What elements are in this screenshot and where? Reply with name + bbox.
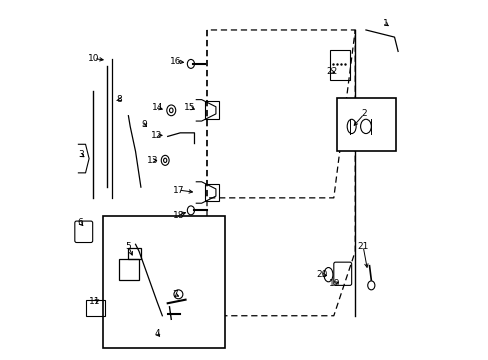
Text: 7: 7 [172,290,177,299]
Text: 4: 4 [154,329,160,338]
Bar [119,258,139,280]
Text: 5: 5 [125,242,131,251]
Text: 6: 6 [77,219,83,228]
Bar [205,184,219,202]
Text: 9: 9 [141,120,146,129]
Text: 14: 14 [152,103,163,112]
Text: 15: 15 [184,103,196,112]
Text: 18: 18 [172,211,184,220]
Text: 19: 19 [328,279,340,288]
Text: 12: 12 [151,131,163,140]
Bar [103,216,224,348]
Text: 20: 20 [316,270,327,279]
Text: 2: 2 [361,109,366,118]
Bar [329,50,349,80]
Text: 11: 11 [89,297,101,306]
Text: 21: 21 [357,242,368,251]
Bar [205,102,219,119]
Text: 22: 22 [325,67,337,76]
Text: 10: 10 [88,54,99,63]
Text: 8: 8 [116,95,122,104]
Text: 3: 3 [78,150,83,159]
Text: 13: 13 [146,156,158,165]
Text: 16: 16 [169,57,181,66]
Text: 1: 1 [382,19,387,28]
Bar [337,98,395,152]
Bar [85,300,105,316]
Text: 17: 17 [172,185,184,194]
Bar [128,248,141,258]
